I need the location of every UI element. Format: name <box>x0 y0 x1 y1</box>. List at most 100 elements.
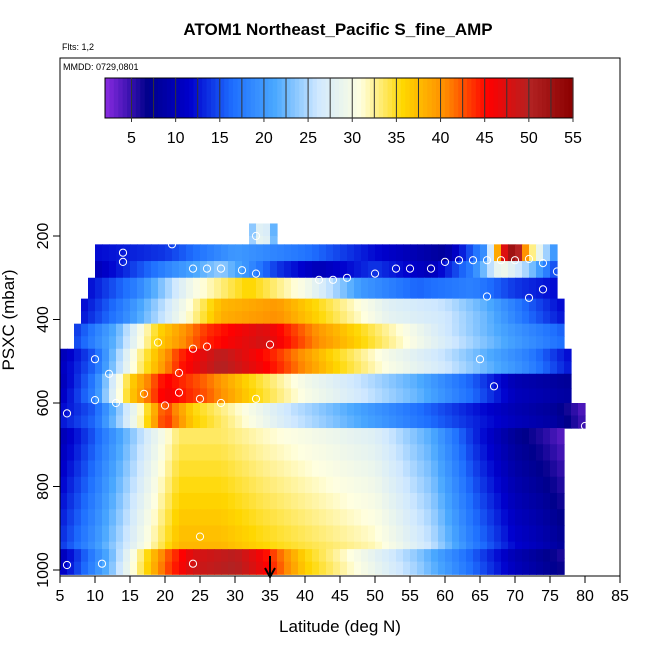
heatmap-cell <box>305 336 313 350</box>
heatmap-cell <box>123 348 131 362</box>
heatmap-cell <box>445 403 453 417</box>
colorbar-segment <box>144 78 150 118</box>
heatmap-cell <box>263 444 271 462</box>
heatmap-cell <box>305 361 313 375</box>
colorbar-segment <box>542 78 548 118</box>
colorbar-segment <box>533 78 539 118</box>
heatmap-cell <box>214 444 222 462</box>
heatmap-cell <box>438 388 446 404</box>
heatmap-cell <box>529 549 537 563</box>
heatmap-cell <box>130 428 138 445</box>
heatmap-cell <box>557 525 565 543</box>
heatmap-cell <box>550 549 558 563</box>
heatmap-cell <box>242 476 250 494</box>
heatmap-cell <box>277 261 285 279</box>
heatmap-cell <box>515 298 523 312</box>
heatmap-cell <box>480 415 488 429</box>
heatmap-cell <box>473 244 481 262</box>
heatmap-cell <box>277 476 285 494</box>
heatmap-cell <box>242 525 250 543</box>
heatmap-cell <box>326 428 334 445</box>
heatmap-cell <box>389 348 397 362</box>
heatmap-cell <box>109 403 117 417</box>
heatmap-cell <box>291 476 299 494</box>
heatmap-cell <box>158 244 166 262</box>
heatmap-cell <box>242 444 250 462</box>
heatmap-cell <box>515 476 523 494</box>
heatmap-cell <box>557 361 565 375</box>
heatmap-cell <box>214 373 222 389</box>
heatmap-cell <box>193 361 201 375</box>
heatmap-cell <box>459 336 467 350</box>
heatmap-cell <box>235 348 243 362</box>
heatmap-cell <box>550 509 558 527</box>
heatmap-cell <box>445 323 453 337</box>
colorbar-segment <box>511 78 517 118</box>
heatmap-cell <box>452 298 460 312</box>
colorbar-segment <box>347 78 353 118</box>
heatmap-cell <box>375 298 383 312</box>
heatmap-cell <box>375 323 383 337</box>
heatmap-cell <box>382 261 390 279</box>
heatmap-cell <box>319 373 327 389</box>
heatmap-cell <box>172 311 180 325</box>
heatmap-cell <box>494 361 502 375</box>
colorbar-segment <box>330 78 336 118</box>
heatmap-cell <box>249 549 257 563</box>
heatmap-cell <box>179 277 187 300</box>
heatmap-cell <box>137 311 145 325</box>
heatmap-cell <box>403 373 411 389</box>
colorbar-segment <box>480 78 486 118</box>
heatmap-cell <box>501 277 509 300</box>
heatmap-cell <box>557 298 565 312</box>
heatmap-cell <box>263 476 271 494</box>
heatmap-cell <box>473 361 481 375</box>
heatmap-cell <box>172 336 180 350</box>
heatmap-cell <box>151 476 159 494</box>
heatmap-cell <box>452 323 460 337</box>
heatmap-cell <box>214 336 222 350</box>
colorbar-segment <box>462 78 468 118</box>
heatmap-cell <box>186 298 194 312</box>
heatmap-cell <box>74 509 82 527</box>
heatmap-cell <box>249 323 257 337</box>
observation-point <box>251 231 261 241</box>
heatmap-cell <box>200 525 208 543</box>
heatmap-cell <box>144 492 152 510</box>
heatmap-cell <box>417 244 425 262</box>
observation-point <box>510 256 520 265</box>
heatmap-cell <box>277 311 285 325</box>
heatmap-cell <box>109 460 117 478</box>
heatmap-cell <box>242 460 250 478</box>
colorbar-segment <box>334 78 340 118</box>
heatmap-cell <box>550 492 558 510</box>
colorbar-segment <box>206 78 212 118</box>
heatmap-cell <box>200 348 208 362</box>
colorbar-segment <box>506 78 512 118</box>
heatmap-cell <box>116 444 124 462</box>
heatmap-cell <box>200 311 208 325</box>
heatmap-cell <box>277 492 285 510</box>
heatmap-cell <box>319 336 327 350</box>
heatmap-cell <box>158 525 166 543</box>
heatmap-cell <box>368 244 376 262</box>
heatmap-cell <box>144 403 152 417</box>
heatmap-cell <box>102 323 110 337</box>
heatmap-cell <box>263 298 271 312</box>
heatmap-cell <box>74 361 82 375</box>
heatmap-cell <box>165 509 173 527</box>
heatmap-cell <box>494 476 502 494</box>
heatmap-cell <box>403 415 411 429</box>
heatmap-cell <box>382 311 390 325</box>
heatmap-cell <box>494 444 502 462</box>
heatmap-cell <box>508 444 516 462</box>
heatmap-cell <box>109 323 117 337</box>
heatmap-cell <box>410 492 418 510</box>
heatmap-cell <box>543 492 551 510</box>
heatmap-cell <box>179 428 187 445</box>
heatmap-cell <box>270 415 278 429</box>
heatmap-cell <box>60 460 68 478</box>
heatmap-cell <box>473 336 481 350</box>
heatmap-cell <box>88 549 96 563</box>
colorbar-segment <box>524 78 530 118</box>
